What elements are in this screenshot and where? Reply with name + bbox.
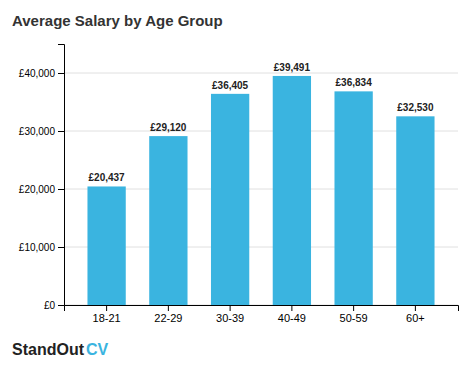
x-tick: 60+ <box>406 305 425 324</box>
x-axis: 18-21 22-29 30-39 40-49 50-59 60+ <box>65 305 459 324</box>
annotation: StandOut <box>12 341 85 358</box>
bar <box>334 91 372 305</box>
x-axis-line <box>65 306 459 312</box>
data-label: £29,120 <box>150 122 187 133</box>
bar <box>211 94 249 305</box>
x-tick-mark <box>353 305 354 311</box>
y-tick-label: £20,000 <box>19 184 56 195</box>
chart-svg: Average Salary by Age Group £20,437 £29,12… <box>0 0 474 367</box>
y-axis-line <box>58 45 65 306</box>
x-tick-label: 40-49 <box>278 312 306 324</box>
y-tick-mark <box>58 189 64 190</box>
x-tick-mark <box>230 305 231 311</box>
y-tick-label: £0 <box>44 300 56 311</box>
y-axis: £0 £10,000 £20,000 £30,000 £40,000 <box>19 45 65 311</box>
y-tick-mark <box>58 73 64 74</box>
grid-line <box>64 73 458 74</box>
y-tick-mark <box>58 305 64 306</box>
y-tick: £40,000 <box>19 68 64 79</box>
y-tick-label: £40,000 <box>19 68 56 79</box>
y-tick-mark <box>58 131 64 132</box>
bar <box>149 136 187 305</box>
bar <box>396 116 434 305</box>
x-tick: 50-59 <box>340 305 368 324</box>
x-tick: 40-49 <box>278 305 306 324</box>
data-label: £32,530 <box>397 102 434 113</box>
y-tick: £10,000 <box>19 242 64 253</box>
chart-title: Average Salary by Age Group <box>12 12 223 29</box>
x-tick: 18-21 <box>93 305 121 324</box>
grid <box>64 73 458 305</box>
y-tick: £20,000 <box>19 184 64 195</box>
plot-area: £20,437 £29,120 £36,405 £39,491 £36,834 £32,5… <box>19 45 459 324</box>
bar <box>273 76 311 305</box>
annotation: CV <box>86 341 109 358</box>
data-label: £20,437 <box>89 172 126 183</box>
data-label: £36,405 <box>212 80 249 91</box>
data-label: £36,834 <box>336 77 373 88</box>
x-tick-label: 30-39 <box>216 312 244 324</box>
bars <box>87 76 434 305</box>
x-tick: 22-29 <box>154 305 182 324</box>
x-tick-mark <box>291 305 292 311</box>
x-tick-mark <box>168 305 169 311</box>
x-tick-label: 50-59 <box>340 312 368 324</box>
y-tick: £0 <box>44 300 64 311</box>
y-tick-mark <box>58 247 64 248</box>
x-tick-mark <box>415 305 416 311</box>
y-tick-label: £30,000 <box>19 126 56 137</box>
x-tick-label: 22-29 <box>154 312 182 324</box>
data-labels: £20,437 £29,120 £36,405 £39,491 £36,834 £32,5… <box>89 62 434 184</box>
x-tick-label: 60+ <box>406 312 425 324</box>
y-tick: £30,000 <box>19 126 64 137</box>
data-label: £39,491 <box>274 62 311 73</box>
bar <box>87 186 125 305</box>
x-tick: 30-39 <box>216 305 244 324</box>
x-tick-label: 18-21 <box>93 312 121 324</box>
y-tick-label: £10,000 <box>19 242 56 253</box>
x-tick-mark <box>106 305 107 311</box>
